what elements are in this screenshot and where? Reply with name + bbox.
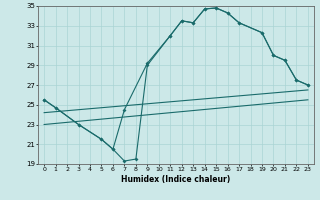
X-axis label: Humidex (Indice chaleur): Humidex (Indice chaleur): [121, 175, 231, 184]
